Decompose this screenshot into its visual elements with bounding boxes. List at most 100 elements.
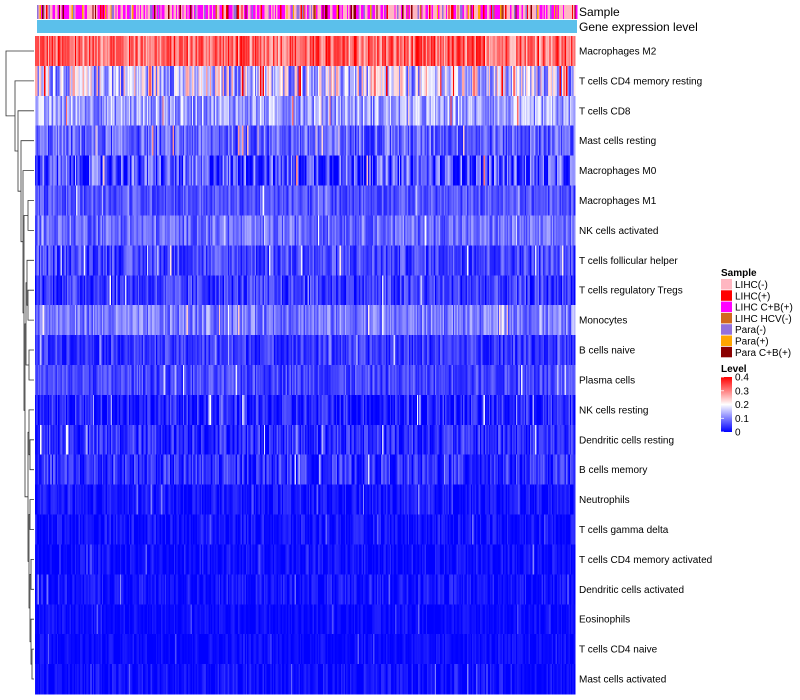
heatmap-cell: [443, 215, 446, 246]
heatmap-cell: [456, 65, 459, 97]
heatmap-cell: [569, 95, 572, 127]
heatmap-cell: [499, 36, 502, 67]
heatmap-cell: [458, 245, 460, 276]
heatmap-cell: [49, 155, 52, 186]
heatmap-cell: [490, 36, 493, 67]
heatmap-cell: [571, 275, 574, 306]
heatmap-cell: [222, 245, 225, 276]
heatmap-cell: [132, 125, 135, 157]
heatmap-cell: [370, 95, 373, 127]
sample-annotation-cell: [440, 5, 443, 19]
heatmap-cell: [563, 185, 566, 216]
heatmap-cell: [341, 95, 343, 127]
heatmap-cell: [76, 185, 79, 216]
heatmap-cell: [524, 65, 527, 97]
heatmap-cell: [438, 95, 441, 127]
heatmap-cell: [419, 275, 422, 306]
heatmap-cell: [307, 245, 310, 276]
sample-annotation-cell: [258, 5, 261, 19]
heatmap-cell: [365, 65, 368, 97]
heatmap-cell: [280, 155, 283, 186]
heatmap-cell: [193, 305, 196, 336]
sample-annotation-cell: [60, 5, 63, 19]
heatmap-cell: [289, 36, 292, 67]
heatmap-cell: [110, 95, 113, 127]
heatmap-cell: [410, 245, 413, 276]
sample-annotation-cell: [260, 5, 263, 19]
heatmap-cell: [141, 125, 144, 157]
heatmap-cell: [365, 125, 368, 157]
heatmap-cell: [134, 95, 136, 127]
heatmap-cell: [175, 95, 178, 127]
heatmap-cell: [64, 185, 67, 216]
heatmap-cell: [80, 36, 82, 67]
heatmap-cell: [572, 185, 575, 216]
heatmap-cell: [378, 125, 381, 157]
heatmap-cell: [433, 215, 436, 246]
heatmap-cell: [497, 65, 500, 97]
heatmap-cell: [470, 185, 473, 216]
heatmap-cell: [272, 95, 275, 127]
heatmap-cell: [159, 95, 162, 127]
heatmap-cell: [80, 95, 82, 127]
heatmap-cell: [375, 305, 378, 336]
sample-annotation-cell: [381, 5, 384, 19]
heatmap-cell: [159, 305, 162, 336]
heatmap-cell: [341, 65, 343, 97]
heatmap-cell: [505, 275, 508, 306]
heatmap-cell: [470, 36, 473, 67]
heatmap-cell: [55, 125, 58, 157]
heatmap-cell: [77, 275, 80, 306]
heatmap-cell: [544, 125, 547, 157]
heatmap-cell: [353, 305, 356, 336]
heatmap-cell: [166, 36, 169, 67]
heatmap-cell: [514, 36, 517, 67]
heatmap-cell: [173, 185, 176, 216]
heatmap-cell: [533, 245, 536, 276]
heatmap-cell: [272, 245, 275, 276]
sample-annotation-cell: [496, 5, 498, 19]
heatmap-cell: [544, 36, 547, 67]
heatmap-cell: [558, 36, 561, 67]
heatmap-cell: [473, 275, 476, 306]
heatmap-cell: [389, 155, 392, 186]
heatmap-cell: [531, 155, 534, 186]
heatmap-cell: [568, 155, 571, 186]
heatmap-cell: [288, 305, 291, 336]
heatmap-cell: [356, 245, 359, 276]
heatmap-cell: [338, 245, 341, 276]
heatmap-cell: [397, 305, 400, 336]
heatmap-cell: [153, 95, 156, 127]
heatmap-cell: [500, 215, 503, 246]
heatmap-cell: [320, 305, 323, 336]
heatmap-cell: [418, 65, 421, 97]
heatmap-cell: [406, 245, 409, 276]
heatmap-cell: [342, 245, 345, 276]
heatmap-cell: [515, 155, 518, 186]
heatmap-cell: [90, 305, 93, 336]
heatmap-cell: [456, 125, 459, 157]
heatmap-cell: [488, 275, 491, 306]
sample-annotation-cell: [555, 5, 558, 19]
heatmap-cell: [113, 95, 116, 127]
heatmap-cell: [326, 275, 329, 306]
heatmap-cell: [58, 65, 61, 97]
heatmap-cell: [366, 245, 369, 276]
heatmap-cell: [482, 95, 485, 127]
heatmap-cell: [568, 125, 571, 157]
heatmap-cell: [280, 215, 283, 246]
heatmap-cell: [122, 215, 125, 246]
heatmap-cell: [530, 245, 532, 276]
sample-annotation-cell: [541, 5, 543, 19]
heatmap-cell: [303, 275, 306, 306]
sample-annotation-cell: [391, 5, 394, 19]
heatmap-cell: [92, 125, 95, 157]
heatmap-cell: [510, 185, 513, 216]
heatmap-cell: [528, 125, 531, 157]
heatmap-cell: [212, 95, 215, 127]
heatmap-cell: [308, 125, 311, 157]
heatmap-cell: [290, 65, 293, 97]
sample-annotation-cell: [276, 5, 279, 19]
heatmap-cell: [188, 245, 190, 276]
heatmap-cell: [226, 125, 229, 157]
